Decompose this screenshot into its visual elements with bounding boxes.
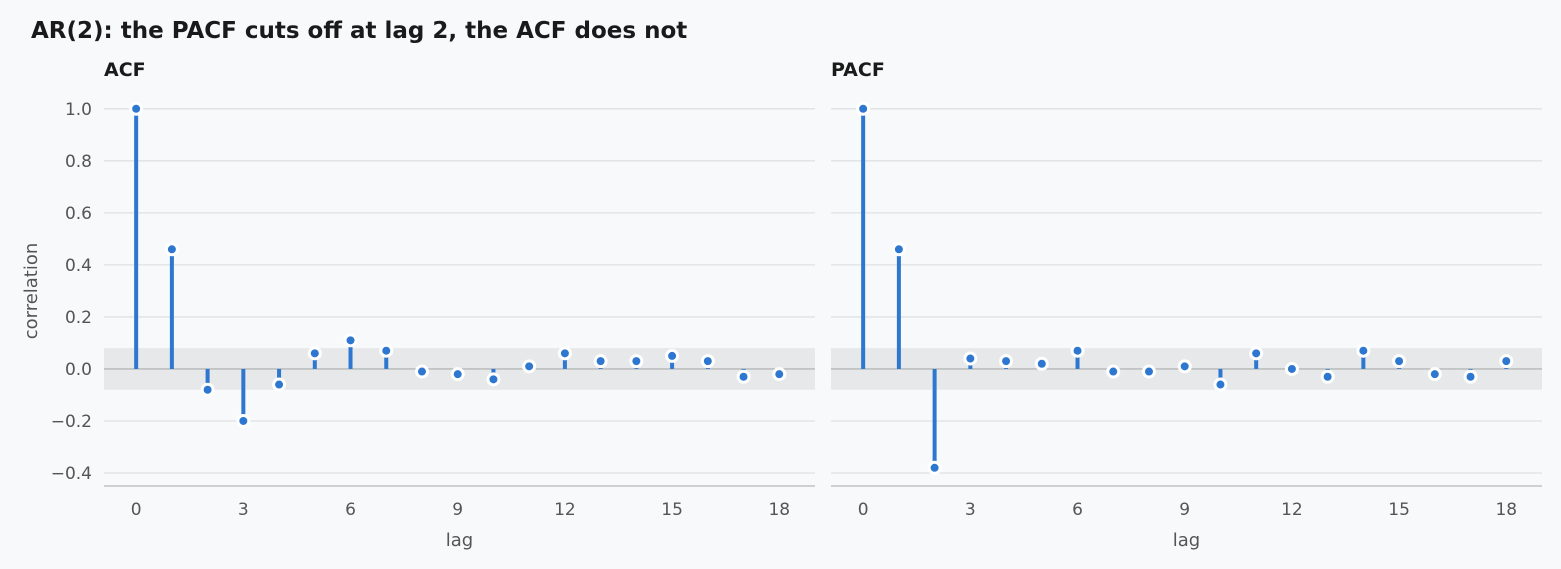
acf-y-tick-label: 1.0 bbox=[65, 100, 92, 120]
acf-marker bbox=[164, 242, 179, 257]
acf-marker bbox=[557, 346, 572, 361]
pacf-x-tick-label: 6 bbox=[1072, 500, 1083, 520]
pacf-marker bbox=[927, 460, 942, 475]
pacf-marker bbox=[1034, 356, 1049, 371]
pacf-x-tick-label: 9 bbox=[1179, 500, 1190, 520]
acf-marker bbox=[629, 354, 644, 369]
pacf-marker bbox=[1141, 364, 1156, 379]
acf-x-tick-label: 12 bbox=[554, 500, 576, 520]
acf-marker bbox=[414, 364, 429, 379]
pacf-marker bbox=[999, 354, 1014, 369]
pacf-x-tick-label: 0 bbox=[858, 500, 869, 520]
pacf-marker bbox=[1284, 361, 1299, 376]
pacf-x-tick-label: 18 bbox=[1495, 500, 1517, 520]
acf-y-tick-label: 0.4 bbox=[65, 256, 92, 276]
acf-y-tick-label: 0.8 bbox=[65, 152, 92, 172]
acf-x-tick-label: 9 bbox=[452, 500, 463, 520]
acf-y-axis-label: correlation bbox=[21, 243, 42, 340]
pacf-marker bbox=[1249, 346, 1264, 361]
pacf-panel-title: PACF bbox=[831, 59, 885, 81]
pacf-marker bbox=[963, 351, 978, 366]
pacf-marker bbox=[1499, 354, 1514, 369]
acf-y-tick-label: −0.4 bbox=[51, 464, 92, 484]
acf-marker bbox=[522, 359, 537, 374]
figure-title: AR(2): the PACF cuts off at lag 2, the A… bbox=[31, 18, 687, 44]
acf-marker bbox=[700, 354, 715, 369]
acf-panel: 1.0 0.8 0.6 0.4 0.2 0.0 −0.2 −0.4 0 3 6 9 12 15 18 ACF l… bbox=[21, 59, 815, 551]
acf-marker bbox=[665, 348, 680, 363]
acf-marker bbox=[200, 382, 215, 397]
acf-marker bbox=[236, 413, 251, 428]
pacf-x-tick-label: 3 bbox=[965, 500, 976, 520]
acf-marker bbox=[450, 367, 465, 382]
acf-y-tick-label: −0.2 bbox=[51, 412, 92, 432]
acf-marker bbox=[307, 346, 322, 361]
pacf-marker bbox=[1320, 369, 1335, 384]
acf-marker bbox=[736, 369, 751, 384]
acf-panel-title: ACF bbox=[104, 59, 146, 81]
acf-y-tick-label: 0.2 bbox=[65, 308, 92, 328]
acf-y-tick-label: 0.6 bbox=[65, 204, 92, 224]
pacf-marker bbox=[1106, 364, 1121, 379]
pacf-x-tick-label: 12 bbox=[1281, 500, 1303, 520]
acf-marker bbox=[772, 367, 787, 382]
pacf-marker bbox=[856, 101, 871, 116]
pacf-marker bbox=[1356, 343, 1371, 358]
acf-marker bbox=[486, 372, 501, 387]
acf-marker bbox=[343, 333, 358, 348]
pacf-x-tick-label: 15 bbox=[1388, 500, 1410, 520]
pacf-marker bbox=[1177, 359, 1192, 374]
acf-x-tick-label: 6 bbox=[345, 500, 356, 520]
pacf-marker bbox=[1463, 369, 1478, 384]
acf-marker bbox=[379, 343, 394, 358]
pacf-marker bbox=[891, 242, 906, 257]
pacf-marker bbox=[1070, 343, 1085, 358]
acf-x-tick-label: 18 bbox=[768, 500, 790, 520]
pacf-marker bbox=[1392, 354, 1407, 369]
acf-marker bbox=[593, 354, 608, 369]
acf-x-tick-label: 15 bbox=[661, 500, 683, 520]
acf-marker bbox=[129, 101, 144, 116]
acf-x-axis-label: lag bbox=[446, 530, 473, 551]
acf-y-tick-label: 0.0 bbox=[65, 360, 92, 380]
pacf-panel: 0 3 6 9 12 15 18 PACF lag bbox=[831, 59, 1542, 551]
pacf-marker bbox=[1427, 367, 1442, 382]
pacf-x-axis-label: lag bbox=[1173, 530, 1200, 551]
acf-x-tick-label: 0 bbox=[131, 500, 142, 520]
acf-x-tick-label: 3 bbox=[238, 500, 249, 520]
pacf-marker bbox=[1213, 377, 1228, 392]
acf-marker bbox=[272, 377, 287, 392]
